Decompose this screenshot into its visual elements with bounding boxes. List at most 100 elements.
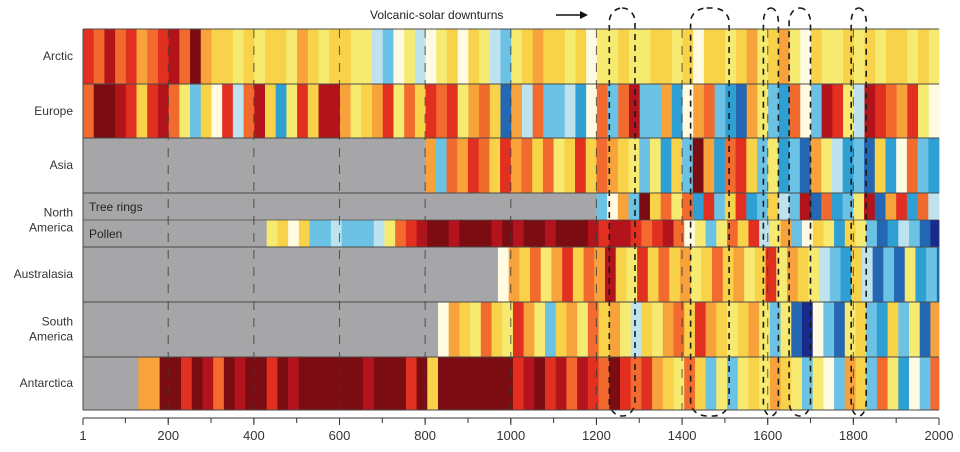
heatmap-cell bbox=[288, 220, 300, 247]
x-axis: 1 200 400 600 800 1000 1200 1400 1600 1800 2000 bbox=[79, 417, 953, 443]
heatmap-cell bbox=[510, 138, 522, 193]
heatmap-cell bbox=[701, 247, 713, 302]
heatmap-cell bbox=[703, 84, 716, 138]
heatmap-cell bbox=[821, 193, 833, 220]
heatmap-cell bbox=[585, 138, 597, 193]
heatmap-cell bbox=[746, 138, 758, 193]
heatmap-cell bbox=[725, 29, 737, 84]
heatmap-cell bbox=[395, 357, 407, 410]
heatmap-cell bbox=[757, 29, 769, 84]
heatmap-cell bbox=[551, 247, 563, 302]
heatmap-cell bbox=[866, 357, 878, 410]
heatmap-cell bbox=[502, 357, 514, 410]
heatmap-cell bbox=[457, 84, 469, 138]
heatmap-cell bbox=[491, 220, 503, 247]
heatmap-cell bbox=[875, 29, 887, 84]
heatmap-cell bbox=[894, 247, 906, 302]
heatmap-cell bbox=[626, 247, 638, 302]
heatmap-cell bbox=[834, 302, 846, 357]
heatmap-cell bbox=[791, 220, 803, 247]
heatmap-cell bbox=[800, 29, 812, 84]
heatmap-cell bbox=[254, 84, 266, 138]
heatmap-cell bbox=[694, 220, 707, 247]
heatmap-cell bbox=[404, 84, 416, 138]
heatmap-cell bbox=[125, 84, 137, 138]
heatmap-cell bbox=[480, 302, 492, 357]
heatmap-cell bbox=[425, 138, 437, 193]
downturn-box bbox=[762, 7, 780, 417]
heatmap-cell bbox=[907, 84, 919, 138]
heatmap-cell bbox=[768, 84, 780, 138]
heatmap-cell bbox=[896, 84, 908, 138]
heatmap-cell bbox=[844, 302, 856, 357]
heatmap-cell bbox=[864, 84, 876, 138]
heatmap-cell bbox=[861, 247, 874, 302]
heatmap-cell bbox=[479, 84, 491, 138]
heatmap-cell bbox=[159, 357, 171, 410]
heatmap-cell bbox=[917, 193, 929, 220]
heatmap-cell bbox=[437, 357, 450, 410]
heatmap-cell bbox=[147, 29, 159, 84]
heatmap-cell bbox=[641, 220, 653, 247]
heatmap-cell bbox=[437, 302, 450, 357]
heatmap-cell bbox=[607, 29, 619, 84]
heatmap-cell bbox=[416, 357, 428, 410]
heatmap-cell bbox=[887, 302, 899, 357]
heatmap-cell bbox=[372, 84, 384, 138]
heatmap-cell bbox=[566, 220, 578, 247]
downturn-box bbox=[608, 7, 636, 417]
heatmap-cell bbox=[232, 29, 244, 84]
heatmap-cell bbox=[823, 302, 835, 357]
heatmap-cell bbox=[297, 84, 309, 138]
heatmap-cell bbox=[542, 138, 555, 193]
heatmap-cell bbox=[641, 302, 653, 357]
heatmap-cell bbox=[767, 193, 779, 220]
heatmap-cell bbox=[512, 357, 525, 410]
heatmap-cell bbox=[649, 193, 662, 220]
heatmap-cell bbox=[222, 84, 234, 138]
heatmap-cell bbox=[851, 247, 863, 302]
heatmap-cell bbox=[502, 302, 514, 357]
heatmap-cell bbox=[587, 357, 599, 410]
heatmap-cell bbox=[829, 247, 841, 302]
heatmap-cell bbox=[157, 84, 170, 138]
heatmap-cell bbox=[840, 247, 852, 302]
heatmap-cell bbox=[821, 29, 833, 84]
heatmap-cell bbox=[662, 302, 674, 357]
heatmap-cell bbox=[363, 357, 375, 410]
heatmap-cell bbox=[727, 357, 739, 410]
heatmap-cell bbox=[637, 247, 649, 302]
heatmap-cell bbox=[298, 220, 310, 247]
heatmap-cell bbox=[917, 138, 929, 193]
heatmap-cell bbox=[607, 138, 619, 193]
heatmap-cell bbox=[918, 84, 930, 138]
heatmap-cell bbox=[414, 29, 426, 84]
heatmap-cell bbox=[425, 84, 437, 138]
heatmap-cell bbox=[489, 29, 501, 84]
heatmap-cell bbox=[832, 29, 844, 84]
heatmap-cell bbox=[554, 84, 566, 138]
heatmap-cell bbox=[583, 247, 595, 302]
heatmap-cell bbox=[693, 84, 705, 138]
heatmap-cell bbox=[780, 220, 792, 247]
heatmap-cell bbox=[864, 29, 876, 84]
heatmap-cell bbox=[181, 357, 193, 410]
heatmap-cell bbox=[459, 220, 471, 247]
heatmap-cell bbox=[662, 220, 674, 247]
heatmap-cell bbox=[491, 302, 503, 357]
heatmap-cell bbox=[810, 138, 822, 193]
heatmap-cell bbox=[256, 357, 268, 410]
heatmap-cell bbox=[919, 220, 931, 247]
heatmap-cell bbox=[748, 357, 760, 410]
x-tick-label: 600 bbox=[329, 428, 351, 443]
heatmap-cell bbox=[446, 138, 458, 193]
heatmap-cell bbox=[844, 220, 856, 247]
heatmap-cell bbox=[842, 193, 854, 220]
heatmap-cell bbox=[254, 29, 266, 84]
heatmap-cell bbox=[479, 29, 491, 84]
heatmap-cell bbox=[801, 220, 814, 247]
heatmap-cell bbox=[309, 220, 321, 247]
heatmap-cell bbox=[545, 357, 557, 410]
x-tick-label: 400 bbox=[243, 428, 265, 443]
